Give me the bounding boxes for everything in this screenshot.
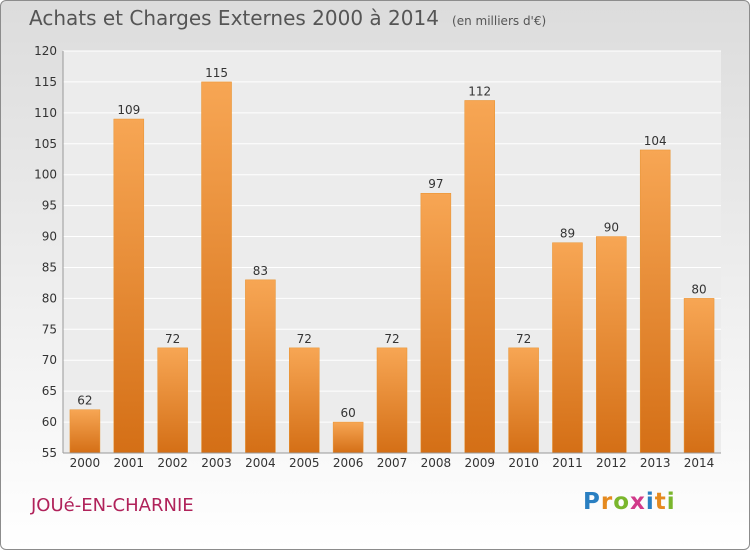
bar-2005 <box>289 347 320 454</box>
x-tick-label: 2003 <box>201 456 232 470</box>
data-label-2009: 112 <box>468 84 491 98</box>
logo-letter: o <box>613 489 631 515</box>
data-label-2010: 72 <box>516 332 531 346</box>
data-label-2002: 72 <box>165 332 180 346</box>
x-tick-label: 2005 <box>289 456 320 470</box>
y-tick-label: 55 <box>42 446 57 460</box>
y-tick-label: 120 <box>34 44 57 58</box>
data-label-2001: 109 <box>117 103 140 117</box>
y-tick-label: 65 <box>42 384 57 398</box>
bar-2004 <box>245 279 276 454</box>
y-tick-label: 115 <box>34 75 57 89</box>
y-tick-label: 100 <box>34 168 57 182</box>
bar-2009 <box>464 100 495 454</box>
x-tick-label: 2008 <box>421 456 452 470</box>
data-label-2003: 115 <box>205 66 228 80</box>
bar-2000 <box>69 409 101 454</box>
logo-letter: P <box>583 489 601 515</box>
bar-2013 <box>639 149 671 454</box>
y-tick-label: 110 <box>34 106 57 120</box>
y-tick-label: 75 <box>42 322 57 336</box>
data-label-2013: 104 <box>644 134 667 148</box>
y-tick-label: 80 <box>42 291 57 305</box>
bar-2008 <box>420 192 452 454</box>
data-label-2004: 83 <box>253 264 268 278</box>
y-tick-label: 95 <box>42 199 57 213</box>
bar-2010 <box>508 347 539 454</box>
x-tick-label: 2002 <box>157 456 188 470</box>
bar-2014 <box>683 298 715 454</box>
x-tick-label: 2010 <box>508 456 539 470</box>
data-label-2006: 60 <box>340 406 355 420</box>
x-tick-label: 2011 <box>552 456 583 470</box>
bar-2006 <box>332 421 364 454</box>
chart-title-block: Achats et Charges Externes 2000 à 2014 (… <box>29 6 546 30</box>
x-tick-label: 2007 <box>377 456 408 470</box>
bar-2012 <box>596 236 627 454</box>
x-tick-label: 2009 <box>464 456 495 470</box>
data-label-2007: 72 <box>384 332 399 346</box>
bar-2007 <box>376 347 408 454</box>
x-tick-label: 2000 <box>70 456 101 470</box>
bar-2011 <box>552 242 583 454</box>
data-label-2011: 89 <box>560 227 575 241</box>
commune-name: JOUé-EN-CHARNIE <box>31 495 194 516</box>
bar-2001 <box>113 118 145 454</box>
y-tick-label: 60 <box>42 415 57 429</box>
y-tick-label: 90 <box>42 230 57 244</box>
logo-letter: t <box>654 489 667 515</box>
data-label-2000: 62 <box>77 394 92 408</box>
chart-unit: (en milliers d'€) <box>452 14 547 28</box>
data-label-2005: 72 <box>297 332 312 346</box>
x-tick-label: 2013 <box>640 456 671 470</box>
logo-letter: x <box>630 489 646 515</box>
chart-title: Achats et Charges Externes 2000 à 2014 <box>29 6 439 30</box>
proxiti-logo[interactable]: Proxiti <box>583 489 676 515</box>
data-label-2014: 80 <box>691 282 706 296</box>
y-tick-label: 85 <box>42 260 57 274</box>
logo-letter: i <box>666 489 676 515</box>
x-tick-label: 2001 <box>114 456 145 470</box>
data-label-2008: 97 <box>428 177 443 191</box>
y-tick-label: 105 <box>34 137 57 151</box>
x-tick-label: 2004 <box>245 456 276 470</box>
logo-letter: i <box>645 489 655 515</box>
data-label-2012: 90 <box>604 221 619 235</box>
x-tick-label: 2012 <box>596 456 627 470</box>
y-tick-label: 70 <box>42 353 57 367</box>
bar-2002 <box>157 347 188 454</box>
bar-2003 <box>201 81 232 454</box>
x-tick-label: 2006 <box>333 456 364 470</box>
x-tick-label: 2014 <box>684 456 715 470</box>
logo-letter: r <box>600 489 614 515</box>
